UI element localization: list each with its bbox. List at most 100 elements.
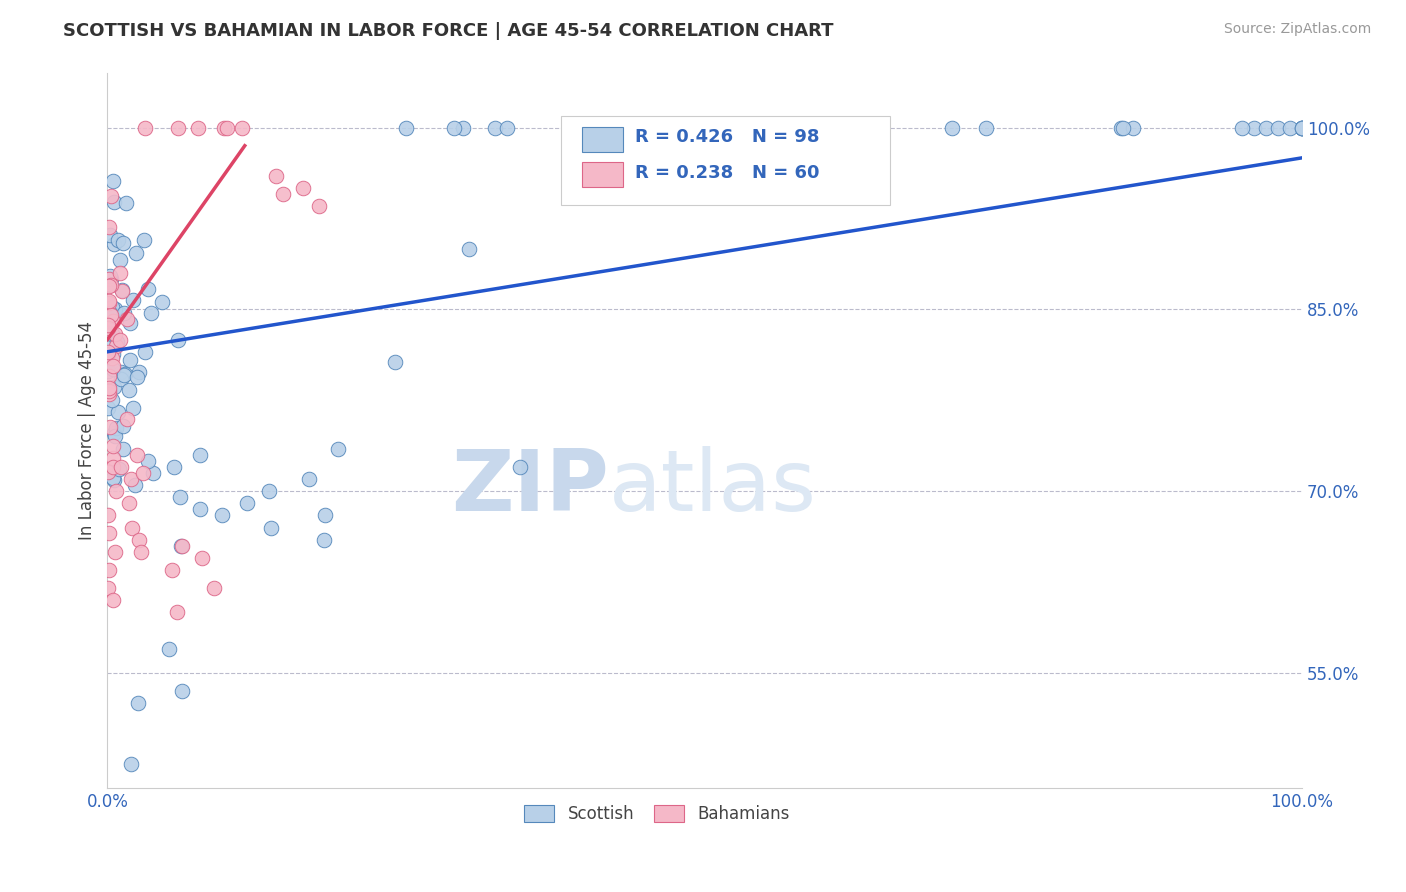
Text: R = 0.426   N = 98: R = 0.426 N = 98: [636, 128, 820, 146]
Point: [298, 472, 321, 486]
Point: [97, 320, 120, 334]
Point: [212, 120, 235, 135]
Point: [314, 508, 336, 523]
Point: [128, 365, 150, 379]
Point: [100, 351, 122, 365]
Point: [458, 242, 481, 256]
Point: [100, 309, 122, 323]
Point: [104, 301, 127, 316]
Point: [97, 347, 120, 361]
Point: [100, 272, 122, 286]
Point: [150, 295, 173, 310]
Point: [134, 345, 156, 359]
Point: [129, 545, 152, 559]
Point: [97, 344, 120, 359]
Bar: [582, 162, 623, 187]
Point: [1291, 120, 1313, 135]
Point: [974, 120, 997, 135]
Text: R = 0.238   N = 60: R = 0.238 N = 60: [636, 164, 820, 182]
Point: [160, 563, 183, 577]
Point: [97, 294, 120, 309]
Point: [157, 641, 180, 656]
Point: [98, 526, 121, 541]
Point: [1291, 120, 1313, 135]
Point: [110, 372, 132, 386]
Point: [115, 412, 138, 426]
Point: [118, 496, 141, 510]
Point: [187, 120, 209, 135]
Point: [100, 278, 122, 293]
Point: [1291, 120, 1313, 135]
Point: [98, 334, 121, 349]
Point: [111, 283, 134, 297]
Point: [1256, 120, 1278, 135]
Point: [132, 466, 155, 480]
Point: [1243, 120, 1265, 135]
Point: [103, 194, 125, 209]
Point: [105, 484, 128, 499]
Point: [188, 502, 211, 516]
Point: [120, 316, 142, 330]
Point: [166, 606, 188, 620]
Point: [98, 227, 121, 242]
Point: [120, 352, 142, 367]
Y-axis label: In Labor Force | Age 45-54: In Labor Force | Age 45-54: [79, 321, 96, 540]
Point: [97, 364, 120, 378]
Point: [167, 334, 190, 348]
Point: [100, 326, 122, 341]
Point: [236, 496, 259, 510]
Point: [103, 362, 125, 376]
Point: [103, 593, 125, 607]
Point: [112, 368, 135, 383]
Point: [101, 174, 124, 188]
Point: [105, 421, 128, 435]
Point: [96, 508, 118, 523]
Point: [172, 539, 194, 553]
Point: [170, 539, 193, 553]
Point: [115, 312, 138, 326]
Point: [163, 459, 186, 474]
Point: [97, 401, 120, 415]
Point: [103, 545, 125, 559]
Point: [139, 306, 162, 320]
Text: Source: ZipAtlas.com: Source: ZipAtlas.com: [1223, 22, 1371, 37]
Point: [97, 563, 120, 577]
Point: [211, 508, 233, 523]
Point: [96, 581, 118, 595]
Point: [202, 581, 225, 595]
Point: [112, 306, 135, 320]
Legend: Scottish, Bahamians: Scottish, Bahamians: [517, 798, 796, 830]
Point: [451, 120, 474, 135]
Point: [264, 169, 287, 183]
Point: [136, 282, 159, 296]
Point: [484, 120, 506, 135]
Point: [122, 293, 145, 307]
Point: [98, 420, 121, 434]
Point: [103, 459, 125, 474]
Point: [121, 520, 143, 534]
Point: [107, 233, 129, 247]
Point: [110, 365, 132, 379]
Point: [105, 339, 128, 353]
Point: [103, 426, 125, 441]
Point: [114, 196, 136, 211]
Point: [103, 473, 125, 487]
Point: [103, 450, 125, 465]
Point: [328, 442, 350, 456]
Point: [100, 188, 122, 202]
Point: [103, 471, 125, 485]
Point: [1112, 120, 1135, 135]
Point: [291, 181, 314, 195]
Point: [1291, 120, 1313, 135]
Point: [118, 383, 141, 397]
Point: [97, 318, 120, 333]
Text: SCOTTISH VS BAHAMIAN IN LABOR FORCE | AGE 45-54 CORRELATION CHART: SCOTTISH VS BAHAMIAN IN LABOR FORCE | AG…: [63, 22, 834, 40]
Point: [110, 459, 132, 474]
Point: [108, 307, 131, 321]
Point: [308, 199, 330, 213]
Point: [97, 326, 120, 340]
Point: [98, 269, 121, 284]
Point: [1232, 120, 1254, 135]
Point: [124, 478, 146, 492]
Point: [97, 277, 120, 291]
